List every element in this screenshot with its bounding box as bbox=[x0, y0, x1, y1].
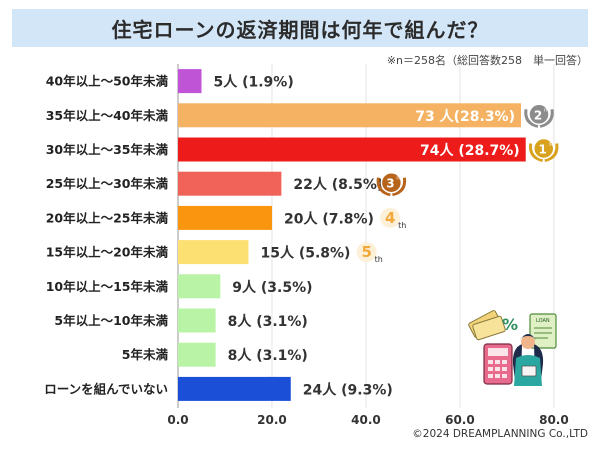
sample-note: ※n＝258名（総回答数258 単一回答） bbox=[386, 54, 588, 67]
x-tick-label: 40.0 bbox=[351, 413, 381, 427]
bar bbox=[178, 171, 282, 196]
data-label: 8人 (3.1%) bbox=[228, 313, 308, 330]
copyright: ©2024 DREAMPLANNING Co.,LTD bbox=[412, 428, 588, 440]
laurel-left bbox=[524, 109, 539, 128]
rank-badge-suffix: th bbox=[398, 221, 406, 230]
chart-title: 住宅ローンの返済期間は何年で組んだ？ bbox=[111, 17, 489, 42]
data-label: 74人 (28.7%) bbox=[420, 142, 520, 159]
loan-illustration: % LOAN bbox=[468, 310, 557, 386]
category-label: 5年以上～10年未満 bbox=[54, 313, 168, 328]
percent-label: % bbox=[502, 315, 518, 334]
laurel-left bbox=[528, 143, 544, 162]
rank-badge-number: 4 bbox=[385, 209, 395, 227]
laurel-right bbox=[544, 143, 559, 162]
x-tick-label: 20.0 bbox=[257, 413, 287, 427]
category-label: 40年以上～50年未満 bbox=[46, 74, 169, 89]
bar bbox=[178, 205, 272, 230]
category-label: 15年以上～20年未満 bbox=[46, 245, 169, 260]
bar bbox=[178, 69, 202, 94]
medal-suffix: rd bbox=[396, 176, 401, 182]
data-label: 20人 (7.8%) bbox=[284, 210, 374, 227]
bar bbox=[178, 308, 216, 333]
medal-rank: 3 bbox=[386, 177, 394, 191]
title-bar: 住宅ローンの返済期間は何年で組んだ？ bbox=[12, 9, 588, 47]
medal-suffix: st bbox=[549, 142, 554, 148]
category-label: 25年以上～30年未満 bbox=[46, 176, 169, 191]
category-label: 10年以上～15年未満 bbox=[46, 279, 169, 294]
data-label: 15人 (5.8%) bbox=[260, 245, 350, 262]
rank-badge-circle bbox=[380, 207, 401, 228]
data-label: 73 人(28.3%) bbox=[415, 108, 515, 125]
medal-suffix: nd bbox=[544, 107, 550, 113]
x-tick-label: 60.0 bbox=[445, 413, 475, 427]
medal-circle bbox=[532, 137, 555, 160]
medal-circle bbox=[528, 103, 550, 126]
bar bbox=[178, 103, 522, 128]
laurel-right bbox=[391, 177, 407, 197]
data-label: 22人 (8.5%) bbox=[293, 176, 383, 193]
x-tick-label: 80.0 bbox=[539, 413, 569, 427]
data-label: 8人 (3.1%) bbox=[228, 347, 308, 364]
category-label: ローンを組んでいない bbox=[44, 381, 168, 396]
category-label: 30年以上～35年未満 bbox=[46, 142, 169, 157]
rank-badge-number: 5 bbox=[361, 243, 371, 261]
bar bbox=[178, 240, 249, 265]
bar bbox=[178, 342, 216, 367]
medal-rank: 2 bbox=[534, 108, 542, 122]
data-label: 9人 (3.5%) bbox=[232, 279, 312, 296]
medal-rank: 1 bbox=[539, 143, 547, 157]
x-tick-label: 0.0 bbox=[167, 413, 188, 427]
bar bbox=[178, 274, 221, 299]
rank-badge-circle bbox=[356, 242, 377, 263]
bar bbox=[178, 137, 526, 162]
category-label: 35年以上～40年未満 bbox=[46, 108, 169, 123]
category-label: 20年以上～25年未満 bbox=[46, 210, 169, 225]
bar bbox=[178, 376, 291, 401]
rank-badge-suffix: th bbox=[375, 255, 383, 264]
category-label: 5年未満 bbox=[122, 347, 169, 362]
laurel-left bbox=[376, 177, 391, 197]
medal-circle bbox=[380, 171, 403, 194]
data-label: 24人 (9.3%) bbox=[303, 381, 393, 398]
loan-doc-label: LOAN bbox=[536, 318, 550, 324]
data-label: 5人 (1.9%) bbox=[213, 74, 293, 91]
laurel-right bbox=[539, 109, 554, 128]
